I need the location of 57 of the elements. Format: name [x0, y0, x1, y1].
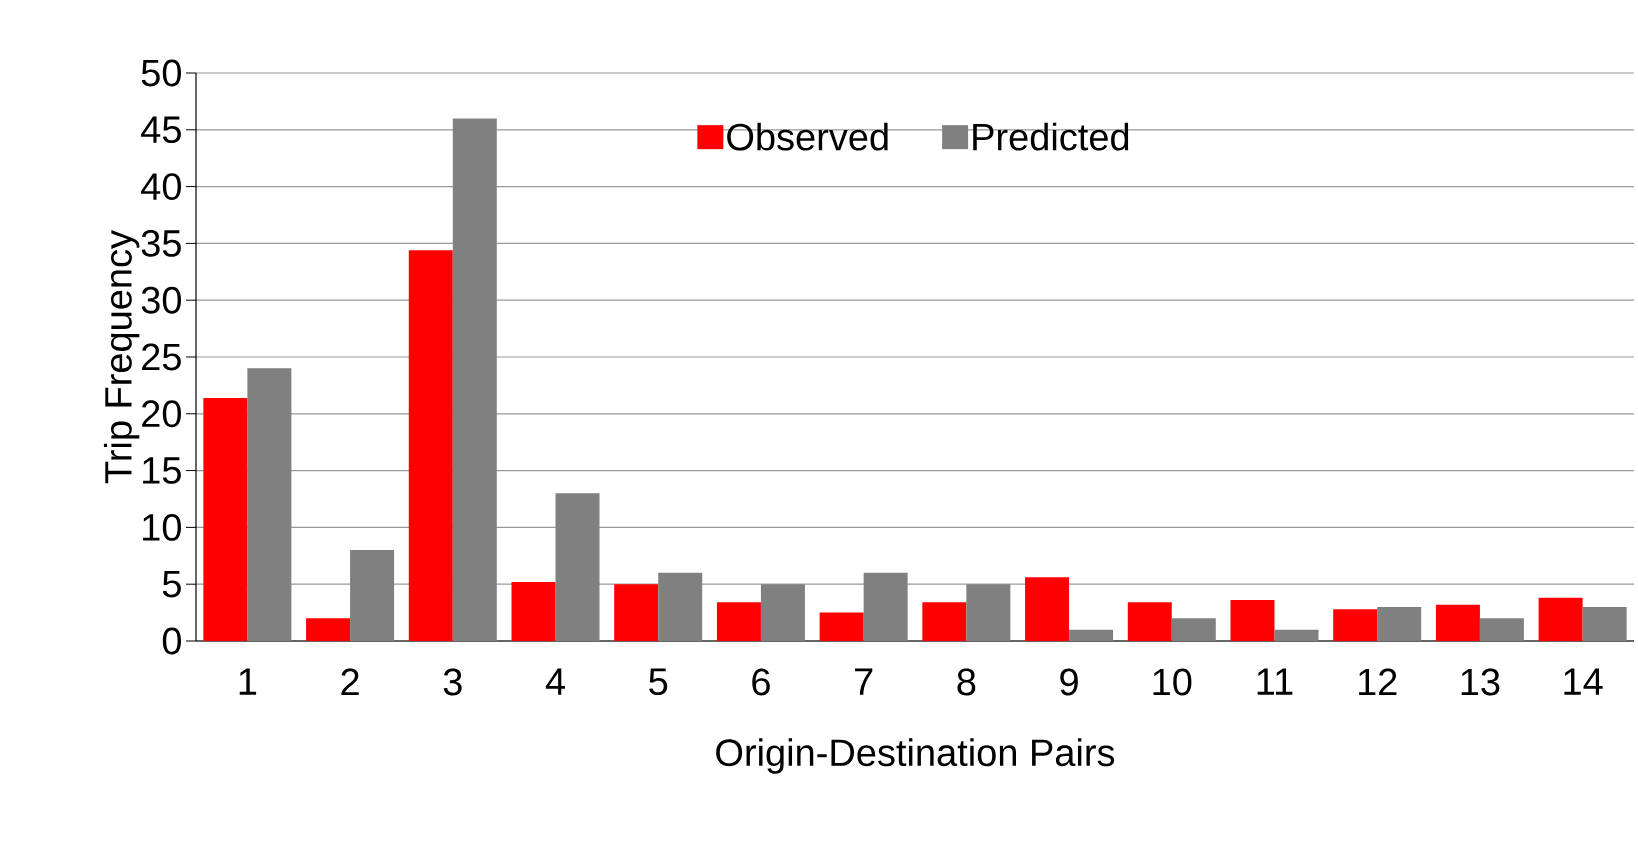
bar [306, 618, 351, 641]
y-tick-label: 20 [142, 400, 181, 428]
y-tick-label: 10 [143, 513, 181, 541]
y-tick-label: 0 [162, 627, 181, 655]
legend-label: Observed [727, 122, 888, 151]
bar [350, 550, 395, 641]
x-tick-label: 9 [1060, 668, 1078, 696]
bar [614, 584, 659, 641]
bar [863, 572, 908, 641]
bar [511, 581, 556, 641]
x-tick-label: 13 [1461, 668, 1500, 696]
bar [1171, 618, 1216, 641]
bar [1479, 618, 1524, 641]
legend-label: Predicted [973, 122, 1129, 151]
bar [819, 612, 864, 641]
y-tick-label: 15 [143, 457, 181, 484]
bar [555, 493, 600, 641]
bar [247, 368, 292, 641]
y-tick-label: 25 [142, 343, 181, 371]
y-tick-label: 40 [141, 173, 181, 201]
bar [1538, 597, 1583, 641]
bar [1230, 600, 1275, 641]
bar [658, 572, 703, 641]
x-tick-label: 5 [649, 668, 668, 696]
bar [1069, 629, 1114, 641]
y-tick-label: 5 [162, 570, 181, 598]
bar [1435, 604, 1480, 641]
x-tick-label: 6 [752, 668, 770, 696]
y-axis-title: Trip Frequency [103, 230, 140, 484]
bar [408, 250, 453, 641]
x-tick-label: 4 [545, 668, 565, 695]
y-tick-label: 45 [141, 116, 181, 144]
bar [1582, 606, 1627, 641]
y-tick-label: 30 [141, 286, 181, 314]
bar [452, 118, 497, 641]
bar [1127, 602, 1172, 641]
bar [922, 602, 967, 641]
y-tick-label: 35 [141, 229, 181, 257]
bar [203, 397, 248, 641]
bar [716, 602, 761, 641]
x-tick-label: 1 [239, 668, 257, 695]
bar [1377, 606, 1422, 641]
bar [1333, 609, 1378, 641]
bar [1025, 577, 1070, 641]
bar [760, 584, 805, 641]
bar [966, 584, 1011, 641]
bar [1274, 629, 1319, 641]
y-tick-label: 50 [141, 59, 181, 87]
x-tick-label: 12 [1358, 668, 1397, 696]
x-axis-title: Origin-Destination Pairs [716, 738, 1115, 774]
x-tick-label: 10 [1153, 668, 1192, 696]
x-tick-label: 11 [1257, 668, 1293, 695]
x-tick-label: 7 [855, 668, 873, 695]
x-tick-label: 3 [443, 668, 462, 696]
x-tick-label: 8 [957, 668, 976, 696]
x-tick-label: 2 [341, 668, 359, 696]
x-tick-label: 14 [1564, 668, 1603, 695]
